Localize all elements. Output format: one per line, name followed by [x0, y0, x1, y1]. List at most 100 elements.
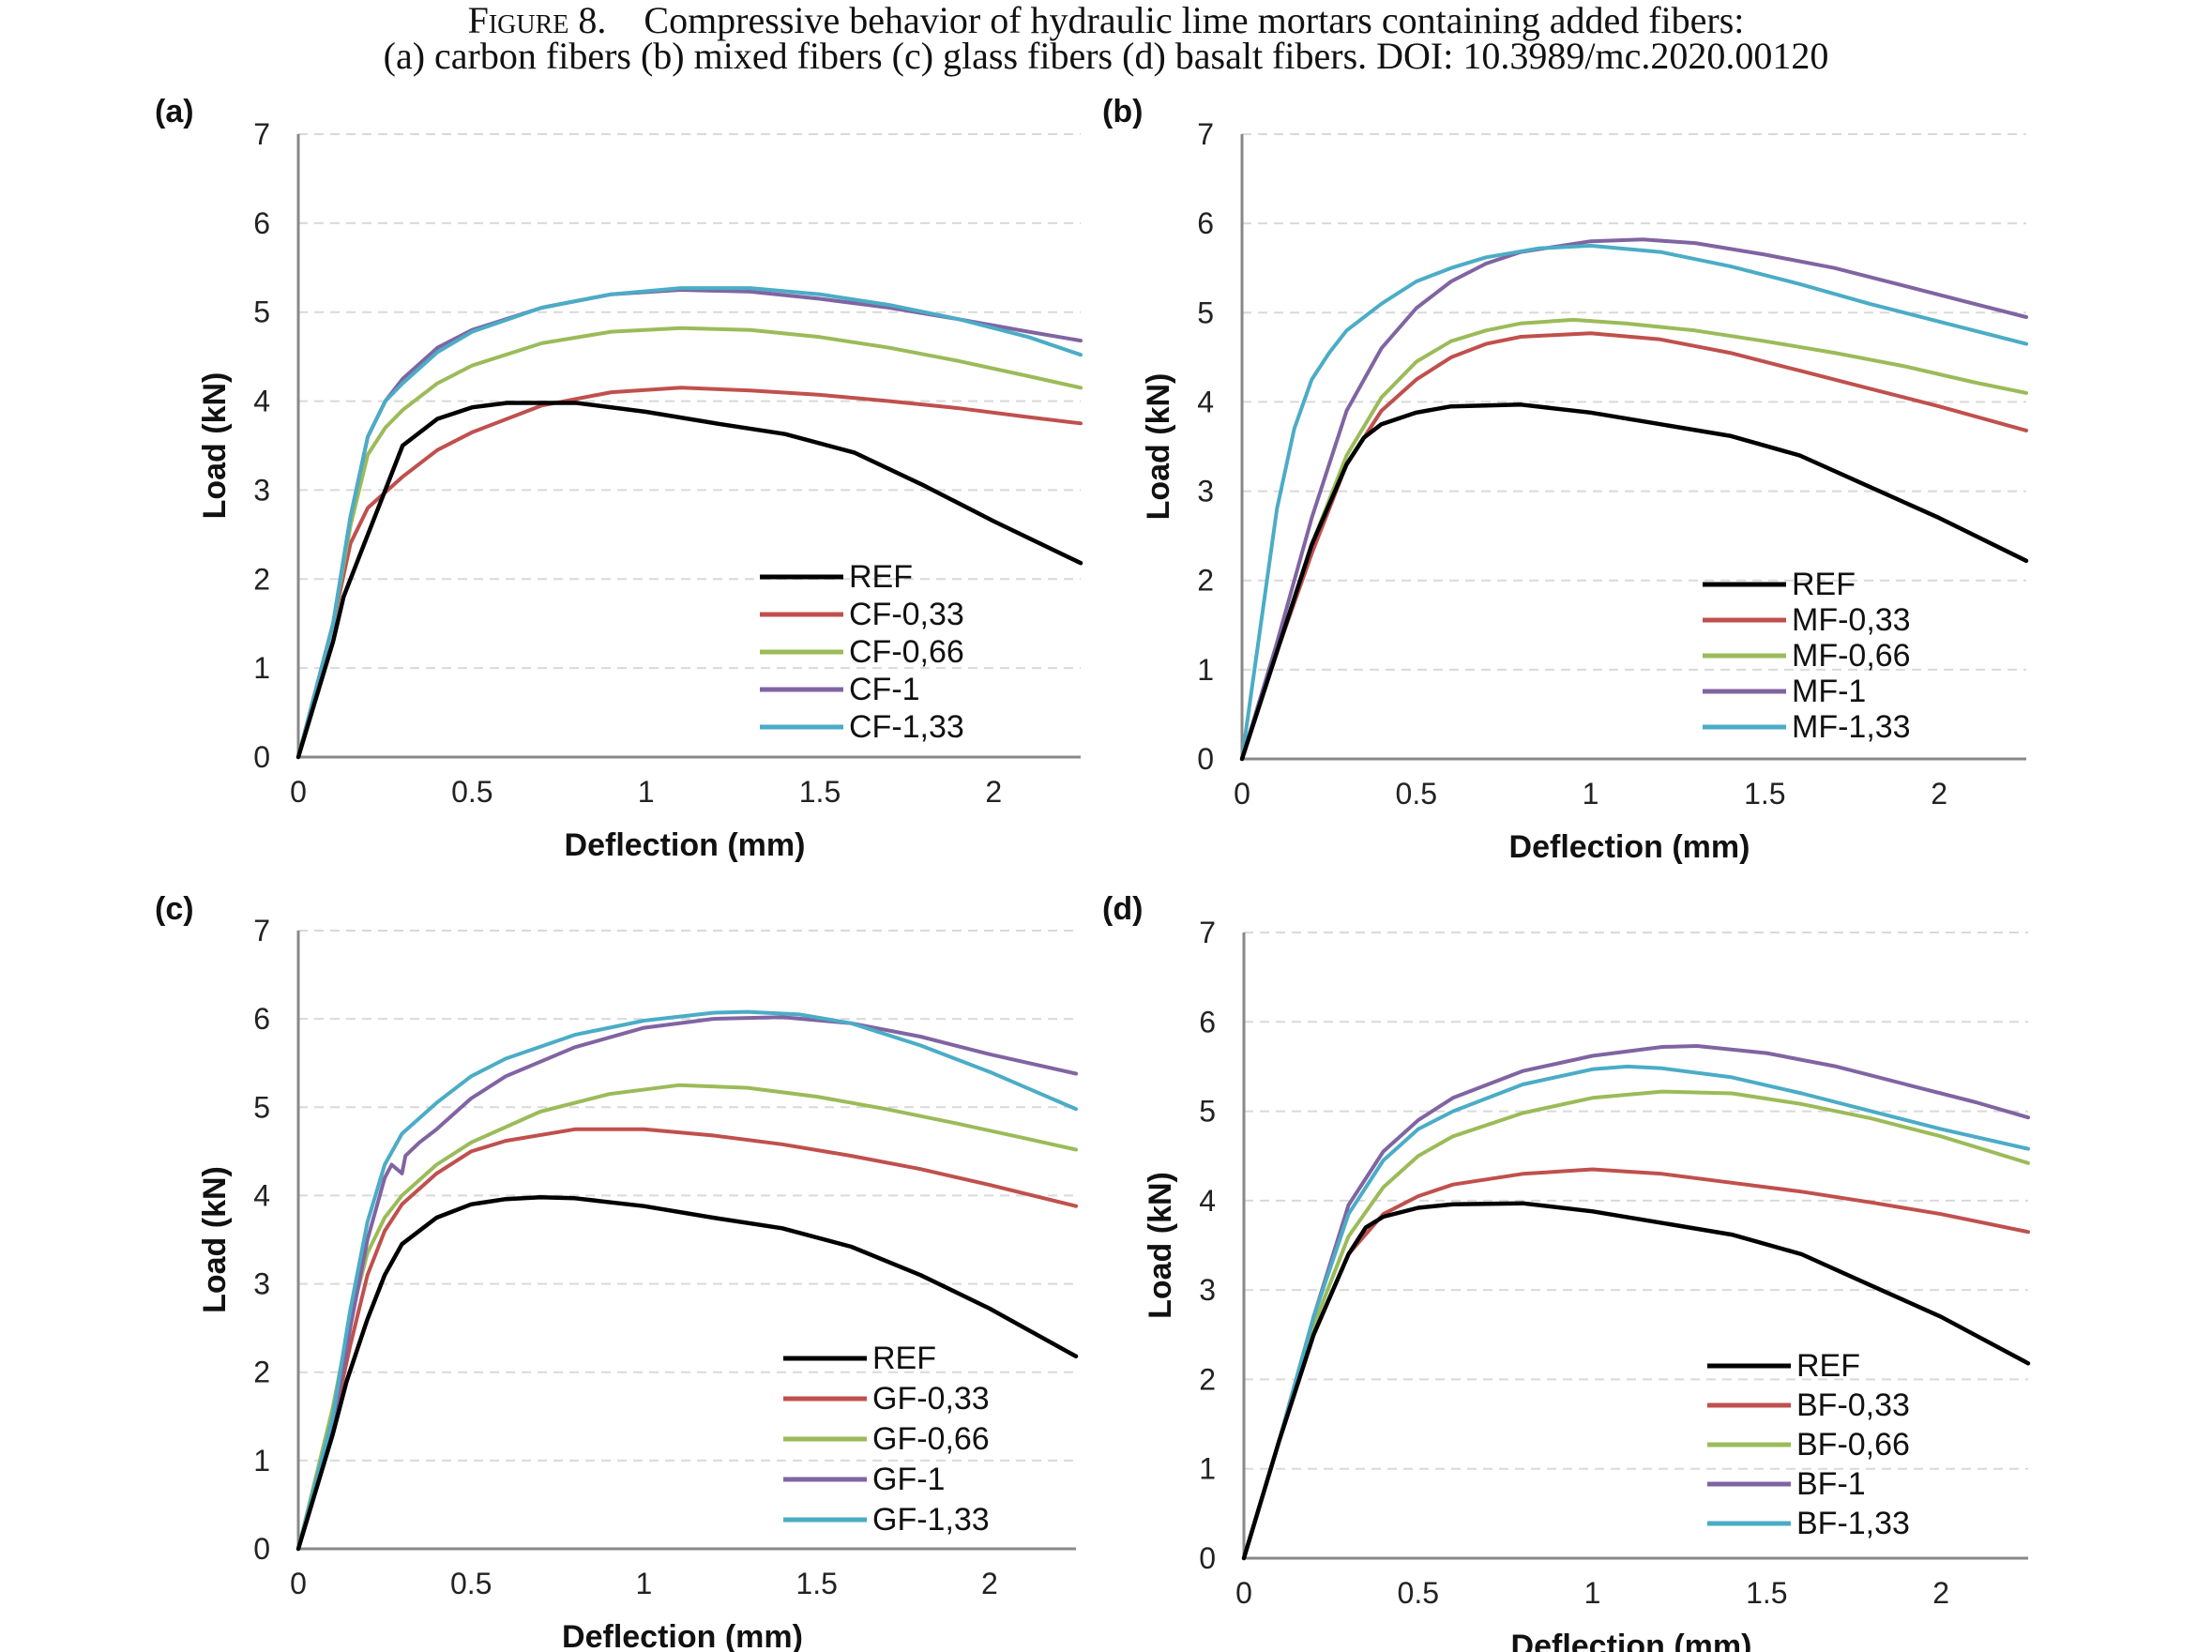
- y-tick-label: 0: [1197, 742, 1214, 776]
- x-tick-label: 1.5: [1746, 1576, 1787, 1610]
- y-tick-label: 6: [1197, 206, 1214, 240]
- x-tick-label: 0: [290, 1567, 307, 1600]
- caption-line-2: (a) carbon fibers (b) mixed fibers (c) g…: [383, 35, 1829, 77]
- y-tick-label: 5: [1197, 296, 1214, 329]
- x-tick-label: 0.5: [450, 1567, 492, 1600]
- legend-entry: MF-1,33: [1792, 709, 1911, 745]
- legend-entry: GF-0,66: [872, 1421, 990, 1457]
- panel-label: (c): [155, 891, 194, 927]
- x-axis-label: Deflection (mm): [562, 1619, 803, 1652]
- x-tick-label: 2: [981, 1567, 998, 1600]
- legend-entry: CF-1: [849, 672, 920, 707]
- figure-number: Figure 8.: [467, 0, 607, 41]
- y-tick-label: 0: [1199, 1541, 1216, 1575]
- x-tick-label: 0.5: [1398, 1576, 1439, 1610]
- x-tick-label: 0: [1234, 777, 1250, 811]
- y-tick-label: 7: [1197, 117, 1214, 151]
- legend-entry: REF: [872, 1341, 936, 1376]
- series-line-REF: [295, 1195, 1079, 1552]
- series-line-BF-0,66: [1242, 1089, 2030, 1560]
- series-line-GF-0,66: [296, 1083, 1078, 1551]
- x-tick-label: 1: [1584, 1576, 1601, 1610]
- y-tick-label: 4: [253, 385, 270, 418]
- y-axis-label: Load (kN): [197, 372, 233, 520]
- legend-entry: GF-1,33: [872, 1502, 990, 1538]
- legend-entry: BF-1: [1796, 1466, 1866, 1502]
- panel-label: (d): [1102, 891, 1143, 927]
- x-tick-label: 0.5: [1396, 777, 1437, 811]
- y-tick-label: 6: [253, 206, 270, 240]
- x-axis-label: Deflection (mm): [1511, 1629, 1752, 1652]
- series-line-BF-0,33: [1242, 1167, 2030, 1560]
- x-tick-label: 0: [290, 775, 307, 809]
- y-tick-label: 7: [1199, 916, 1216, 949]
- legend-entry: REF: [1792, 567, 1856, 602]
- y-tick-label: 1: [253, 651, 270, 685]
- y-tick-label: 2: [1197, 564, 1214, 598]
- y-tick-label: 2: [253, 1356, 270, 1389]
- legend-entry: REF: [849, 559, 913, 595]
- y-tick-label: 4: [253, 1178, 270, 1212]
- x-tick-label: 2: [1931, 777, 1947, 811]
- y-tick-label: 1: [253, 1444, 270, 1478]
- legend-entry: BF-0,33: [1796, 1387, 1910, 1423]
- legend-entry: CF-0,66: [849, 634, 964, 670]
- y-tick-label: 1: [1199, 1452, 1216, 1486]
- legend-entry: MF-0,66: [1792, 638, 1911, 674]
- series-line-MF-1: [1240, 237, 2028, 761]
- series-line-CF-0,33: [296, 386, 1083, 759]
- y-tick-label: 3: [253, 473, 270, 507]
- legend-entry: CF-0,33: [849, 597, 964, 632]
- x-tick-label: 0.5: [451, 775, 492, 809]
- series-line-MF-0,66: [1240, 317, 2028, 761]
- legend-entry: CF-1,33: [849, 709, 964, 745]
- series-line-CF-0,66: [296, 326, 1083, 759]
- y-tick-label: 0: [253, 740, 270, 774]
- series-line-REF: [1239, 402, 2029, 762]
- series-line-REF: [1241, 1201, 2031, 1561]
- series-line-CF-1,33: [296, 286, 1083, 759]
- x-axis-label: Deflection (mm): [1509, 829, 1750, 865]
- caption-line-1: Figure 8. Compressive behavior of hydrau…: [0, 0, 2212, 41]
- y-tick-label: 7: [253, 117, 270, 151]
- y-tick-label: 6: [1199, 1005, 1216, 1038]
- legend-entry: REF: [1796, 1348, 1860, 1384]
- y-tick-label: 4: [1197, 385, 1214, 418]
- series-line-MF-0,33: [1240, 331, 2028, 761]
- x-tick-label: 1: [636, 1567, 653, 1600]
- x-tick-label: 2: [985, 775, 1002, 809]
- y-tick-label: 5: [253, 1090, 270, 1124]
- y-tick-label: 5: [253, 296, 270, 329]
- y-tick-label: 7: [253, 914, 270, 947]
- y-tick-label: 5: [1199, 1095, 1216, 1129]
- legend-entry: MF-1: [1792, 674, 1866, 709]
- panel-label: (a): [155, 94, 194, 129]
- panel-label: (b): [1102, 94, 1143, 129]
- x-tick-label: 0: [1235, 1576, 1252, 1610]
- y-tick-label: 3: [253, 1267, 270, 1301]
- legend-entry: GF-1: [872, 1462, 945, 1497]
- y-tick-label: 0: [253, 1532, 270, 1566]
- chart-panel-c: (c) 0 1 2 3 4 5 6 7 0 0.5 1 1.5 2 Deflection (mm) Load …: [155, 891, 1079, 1652]
- x-axis-label: Deflection (mm): [565, 827, 806, 863]
- legend-entry: MF-0,33: [1792, 602, 1911, 638]
- y-tick-label: 3: [1199, 1273, 1216, 1307]
- series-line-BF-1,33: [1242, 1064, 2030, 1560]
- y-axis-label: Load (kN): [1143, 1172, 1178, 1319]
- x-tick-label: 1.5: [795, 1567, 837, 1600]
- legend-entry: BF-1,33: [1796, 1506, 1910, 1541]
- chart-panel-b: (b) 0 1 2 3 4 5 6 7 0 0.5 1 1.5 2 Deflection (mm) Load …: [1102, 94, 2029, 865]
- chart-panel-a: (a) 0 1 2 3 4 5 6 7 0 0.5 1 1.5 2 Deflection (mm) Load …: [155, 94, 1083, 863]
- y-tick-label: 2: [253, 562, 270, 596]
- x-tick-label: 1.5: [799, 775, 841, 809]
- x-tick-label: 2: [1932, 1576, 1949, 1610]
- series-line-GF-0,33: [296, 1127, 1078, 1551]
- series-line-REF: [295, 401, 1083, 760]
- chart-panel-d: (d) 0 1 2 3 4 5 6 7 0 0.5 1 1.5 2 Deflection (mm) Load …: [1102, 891, 2031, 1652]
- y-tick-label: 3: [1197, 475, 1214, 508]
- legend-entry: BF-0,66: [1796, 1427, 1910, 1463]
- y-axis-label: Load (kN): [197, 1166, 233, 1313]
- y-tick-label: 1: [1197, 653, 1214, 687]
- series-line-MF-1,33: [1240, 243, 2028, 761]
